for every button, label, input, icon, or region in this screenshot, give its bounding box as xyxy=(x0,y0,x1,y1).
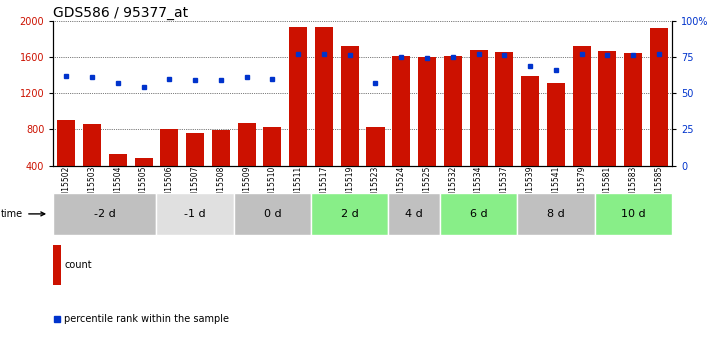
Bar xyxy=(366,127,385,166)
Text: GSM15503: GSM15503 xyxy=(87,166,97,207)
Bar xyxy=(496,52,513,166)
Text: 0 d: 0 d xyxy=(264,209,282,219)
Text: GSM15502: GSM15502 xyxy=(62,166,70,207)
Bar xyxy=(594,193,672,235)
Text: GSM15581: GSM15581 xyxy=(603,166,612,207)
Text: GSM15507: GSM15507 xyxy=(191,166,200,207)
Bar xyxy=(53,193,156,235)
Bar xyxy=(134,158,153,166)
Text: -2 d: -2 d xyxy=(94,209,116,219)
Bar xyxy=(57,120,75,166)
Text: GSM15519: GSM15519 xyxy=(346,166,354,207)
Text: GSM15541: GSM15541 xyxy=(552,166,560,207)
Bar xyxy=(186,133,204,166)
Text: GDS586 / 95377_at: GDS586 / 95377_at xyxy=(53,6,188,20)
Text: GSM15508: GSM15508 xyxy=(216,166,225,207)
Text: 8 d: 8 d xyxy=(547,209,565,219)
Text: GSM15506: GSM15506 xyxy=(165,166,173,207)
Bar xyxy=(83,125,101,166)
Text: 2 d: 2 d xyxy=(341,209,358,219)
Text: GSM15517: GSM15517 xyxy=(319,166,328,207)
Bar xyxy=(547,83,565,166)
Bar xyxy=(599,51,616,166)
Text: count: count xyxy=(65,260,92,270)
Bar xyxy=(392,56,410,166)
Bar xyxy=(109,154,127,166)
Text: GSM15539: GSM15539 xyxy=(525,166,535,207)
Text: GSM15524: GSM15524 xyxy=(397,166,406,207)
Text: percentile rank within the sample: percentile rank within the sample xyxy=(65,314,230,324)
Bar xyxy=(156,193,234,235)
Text: GSM15583: GSM15583 xyxy=(629,166,638,207)
Text: GSM15523: GSM15523 xyxy=(371,166,380,207)
Text: GSM15504: GSM15504 xyxy=(113,166,122,207)
Text: GSM15510: GSM15510 xyxy=(268,166,277,207)
Text: GSM15525: GSM15525 xyxy=(422,166,432,207)
Bar xyxy=(517,193,594,235)
Bar xyxy=(234,193,311,235)
Text: GSM15579: GSM15579 xyxy=(577,166,586,207)
Bar xyxy=(160,129,178,166)
Bar xyxy=(444,56,462,166)
Bar xyxy=(440,193,517,235)
Text: GSM15532: GSM15532 xyxy=(449,166,457,207)
Bar xyxy=(289,27,307,166)
Text: GSM15509: GSM15509 xyxy=(242,166,251,207)
Text: 10 d: 10 d xyxy=(621,209,646,219)
Bar xyxy=(650,28,668,166)
Text: -1 d: -1 d xyxy=(184,209,206,219)
Bar xyxy=(418,57,436,166)
Bar xyxy=(311,193,388,235)
Bar xyxy=(263,127,282,166)
Bar xyxy=(53,245,60,285)
Text: 6 d: 6 d xyxy=(470,209,488,219)
Text: 4 d: 4 d xyxy=(405,209,423,219)
Bar xyxy=(572,46,591,166)
Text: GSM15585: GSM15585 xyxy=(655,166,663,207)
Bar xyxy=(212,130,230,166)
Text: time: time xyxy=(1,209,45,219)
Bar xyxy=(469,50,488,166)
Bar xyxy=(315,27,333,166)
Bar xyxy=(388,193,440,235)
Bar xyxy=(624,53,642,166)
Bar xyxy=(237,122,256,166)
Text: GSM15511: GSM15511 xyxy=(294,166,303,207)
Bar xyxy=(521,76,539,166)
Text: GSM15537: GSM15537 xyxy=(500,166,509,207)
Bar xyxy=(341,46,359,166)
Text: GSM15534: GSM15534 xyxy=(474,166,483,207)
Text: GSM15505: GSM15505 xyxy=(139,166,148,207)
